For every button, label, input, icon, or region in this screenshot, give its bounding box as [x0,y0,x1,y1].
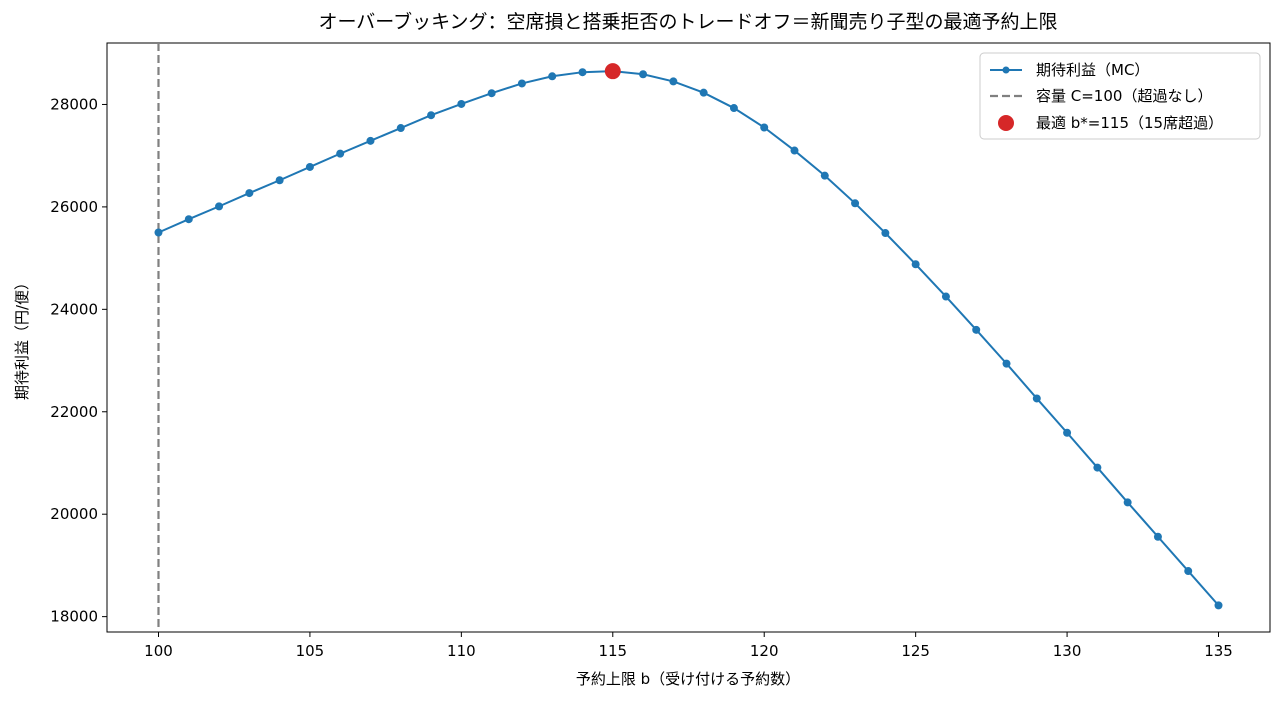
data-point [669,77,678,86]
y-tick-label: 24000 [50,300,98,318]
x-tick-label: 100 [144,642,173,660]
data-point [487,89,496,98]
data-point [1214,601,1223,610]
data-point [184,215,193,224]
data-point [972,325,981,334]
data-point [578,68,587,77]
y-axis-label: 期待利益（円/便） [13,275,31,400]
data-point [427,111,436,120]
optimum-marker [604,63,621,80]
data-point [790,146,799,155]
legend-swatch-optimum [998,115,1014,131]
data-point [911,260,920,269]
y-tick-label: 26000 [50,198,98,216]
plot-area-frame [106,42,1271,633]
data-point [457,99,466,108]
data-point [1093,463,1102,472]
y-tick-label: 22000 [50,403,98,421]
y-axis: 18000 20000 22000 24000 26000 28000 [50,95,107,626]
y-tick-label: 20000 [50,505,98,523]
data-point [881,229,890,238]
y-tick-label: 28000 [50,95,98,113]
x-tick-label: 125 [901,642,930,660]
data-point [366,136,375,145]
legend-label-series: 期待利益（MC） [1036,61,1149,79]
y-tick-label: 18000 [50,608,98,626]
legend-swatch-series-marker [1002,66,1010,74]
x-tick-label: 130 [1053,642,1082,660]
data-point [1002,359,1011,368]
data-point [154,228,163,237]
data-point [1063,428,1072,437]
x-tick-label: 105 [296,642,325,660]
x-tick-label: 135 [1204,642,1233,660]
data-point [305,162,314,171]
x-tick-label: 110 [447,642,476,660]
x-tick-label: 115 [598,642,627,660]
data-point [699,88,708,97]
data-point [1123,498,1132,507]
data-point [548,72,557,81]
x-axis-label: 予約上限 b（受け付ける予約数） [576,670,800,688]
series-line-expected-profit [158,70,1220,607]
data-point [1032,394,1041,403]
data-point [1153,532,1162,541]
data-point [639,70,648,79]
series-markers [154,67,1223,610]
data-point [1184,567,1193,576]
data-point [245,189,254,198]
legend-label-capacity: 容量 C=100（超過なし） [1036,87,1212,105]
legend-box [979,52,1261,140]
data-point [941,292,950,301]
data-point [275,176,284,185]
chart-title: オーバーブッキング：空席損と搭乗拒否のトレードオフ＝新聞売り子型の最適予約上限 [318,10,1057,33]
data-point [760,123,769,132]
data-point [820,171,829,180]
legend: 期待利益（MC） 容量 C=100（超過なし） 最適 b*=115（15席超過） [979,52,1261,140]
data-point [396,124,405,133]
data-point [215,202,224,211]
x-axis: 100 105 110 115 120 125 130 135 [144,632,1233,660]
data-point [517,79,526,88]
legend-label-optimum: 最適 b*=115（15席超過） [1036,114,1223,132]
data-point [851,199,860,208]
data-point [729,104,738,113]
data-point [336,149,345,158]
x-tick-label: 120 [750,642,779,660]
